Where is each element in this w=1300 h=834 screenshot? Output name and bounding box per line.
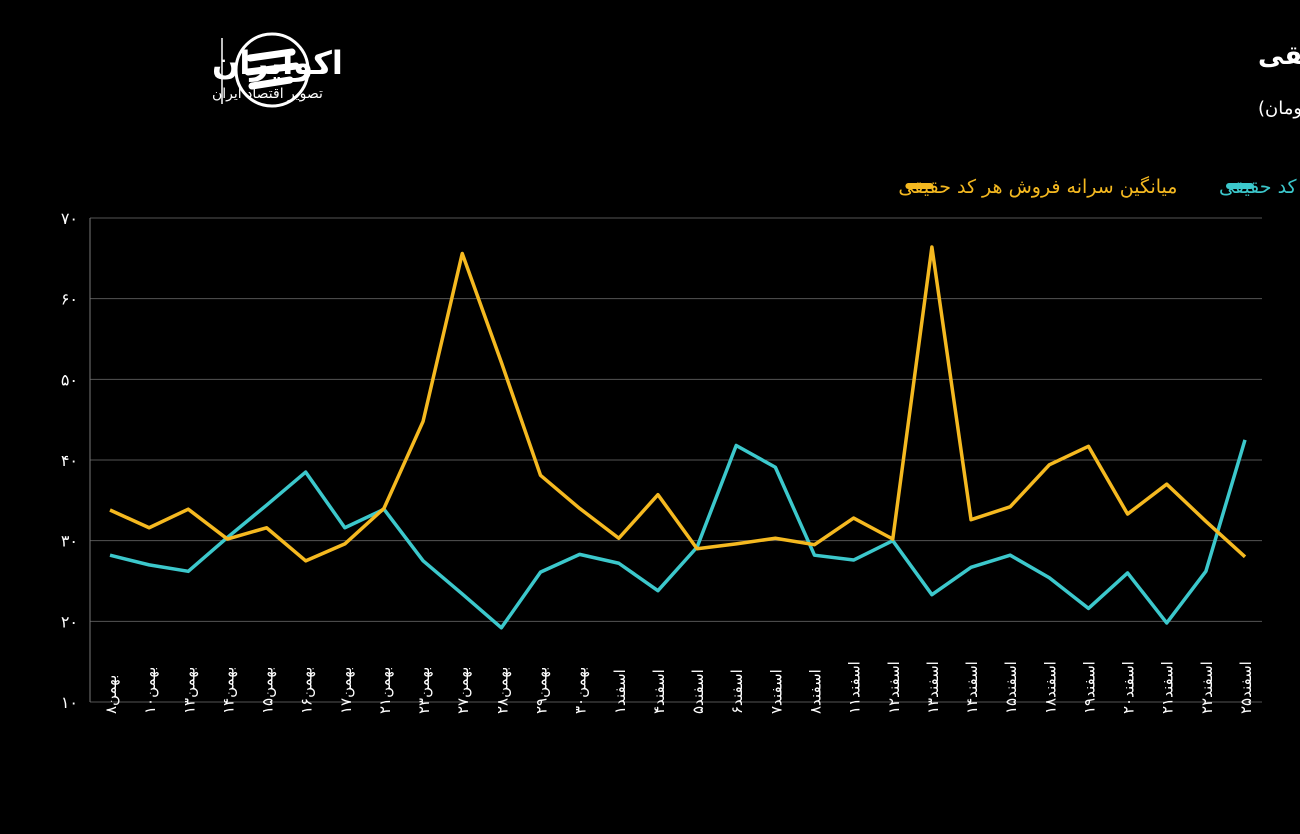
x-tick-label: بهمن۲۷: [454, 667, 472, 714]
x-tick-label: اسفند۱۴: [963, 661, 981, 714]
y-tick-label: ۲۰: [61, 612, 78, 631]
x-tick-label: اسفند۵: [689, 669, 707, 714]
y-tick-label: ۱۰: [61, 693, 78, 712]
x-tick-label: بهمن۱۰: [141, 667, 159, 714]
x-tick-label: اسفند۱۱: [846, 661, 864, 714]
logo-stripes: [244, 48, 300, 90]
x-tick-label: بهمن۱۷: [337, 667, 355, 714]
chart-title: روند میانگین روزانه سرانه خرید و فروش هر…: [1258, 40, 1300, 71]
x-tick-label: بهمن۳۰: [572, 667, 590, 714]
series-line: [109, 439, 1247, 630]
x-tick-label: اسفند۱۲: [885, 661, 903, 714]
y-tick-label: ۷۰: [61, 209, 78, 228]
x-tick-label: بهمن۲۸: [493, 667, 511, 714]
y-tick-label: ۶۰: [61, 290, 78, 309]
legend: میانگین سرانه خرید هر کد حقیقی میانگین سر…: [898, 175, 1300, 198]
x-tick-label: بهمن۲۹: [533, 667, 551, 714]
series-line: [109, 245, 1247, 563]
x-tick-label: اسفند۱۵: [1002, 661, 1020, 714]
y-tick-label: ۴۰: [61, 451, 78, 470]
x-tick-label: اسفند۲۲: [1198, 661, 1216, 714]
x-tick-label: اسفند۱۳: [924, 661, 942, 714]
x-tick-label: بهمن۱۴: [219, 667, 237, 714]
y-tick-label: ۳۰: [61, 532, 78, 551]
x-tick-label: اسفند۸: [806, 669, 824, 714]
x-tick-label: بهمن۸: [102, 675, 120, 714]
x-tick-label: بهمن۱۳: [180, 667, 198, 714]
x-tick-label: بهمن۲۱: [376, 667, 394, 714]
logo: اکوایران تصویر اقتصاد ایران: [212, 32, 343, 108]
legend-label: میانگین سرانه فروش هر کد حقیقی: [898, 175, 1177, 198]
logo-mark: [234, 32, 310, 108]
brand-tagline: تصویر اقتصاد ایران: [212, 86, 323, 102]
x-tick-label: اسفند۱۹: [1080, 661, 1098, 714]
x-tick-label: بهمن۲۳: [415, 667, 433, 714]
chart-subtitle: (واحد: میلیون تومان): [1258, 98, 1300, 119]
x-tick-label: اسفند۷: [767, 669, 785, 714]
brand-name: اکوایران: [212, 44, 343, 82]
x-tick-label: بهمن۱۶: [298, 667, 316, 714]
x-tick-label: اسفند۱۸: [1041, 661, 1059, 714]
x-tick-label: اسفند۲۵: [1237, 661, 1255, 714]
x-tick-label: اسفند۲۱: [1159, 661, 1177, 714]
x-tick-label: بهمن۱۵: [259, 667, 277, 714]
x-tick-label: اسفند۶: [728, 669, 746, 714]
x-tick-label: اسفند۴: [650, 669, 668, 714]
x-tick-label: اسفند۱: [611, 669, 629, 714]
x-tick-label: اسفند۲۰: [1120, 661, 1138, 714]
y-tick-label: ۵۰: [61, 370, 78, 389]
legend-label: میانگین سرانه خرید هر کد حقیقی: [1219, 175, 1300, 198]
